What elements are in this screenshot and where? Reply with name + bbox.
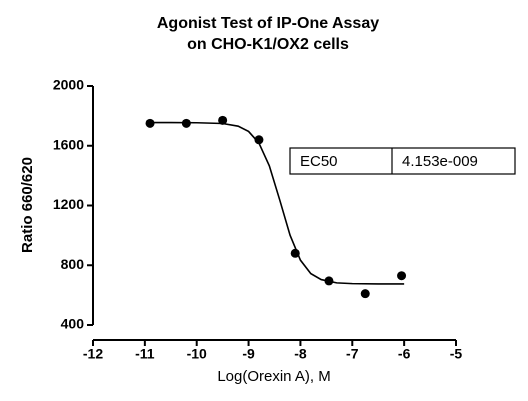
x-tick-label: -7 xyxy=(346,346,359,362)
x-tick-label: -9 xyxy=(242,346,255,362)
chart-title: on CHO-K1/OX2 cells xyxy=(187,36,349,53)
x-tick-label: -12 xyxy=(83,346,103,362)
data-point xyxy=(145,118,155,128)
data-point xyxy=(290,248,300,258)
y-tick-label: 2000 xyxy=(53,77,84,93)
ec50-box xyxy=(289,147,516,175)
x-tick-label: -8 xyxy=(294,346,307,362)
y-axis-label: Ratio 660/620 xyxy=(19,157,36,253)
y-tick-label: 400 xyxy=(61,316,85,332)
x-tick-label: -10 xyxy=(187,346,207,362)
data-point xyxy=(360,289,370,299)
data-point xyxy=(181,118,191,128)
ec50-value: 4.153e-009 xyxy=(402,153,478,170)
y-tick-label: 1600 xyxy=(53,136,84,152)
y-tick-label: 800 xyxy=(61,256,85,272)
data-point xyxy=(218,115,228,125)
x-axis-label: Log(Orexin A), M xyxy=(217,368,330,385)
x-tick-label: -11 xyxy=(135,346,155,362)
fit-curve xyxy=(150,121,405,285)
data-point xyxy=(397,271,407,281)
ec50-label: EC50 xyxy=(300,153,338,170)
chart-title: Agonist Test of IP-One Assay xyxy=(157,15,379,32)
y-tick-label: 1200 xyxy=(53,196,84,212)
x-tick-label: -6 xyxy=(398,346,411,362)
x-tick-label: -5 xyxy=(450,346,463,362)
data-point xyxy=(254,135,264,145)
data-point xyxy=(324,276,334,286)
